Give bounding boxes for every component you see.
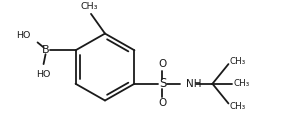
Text: CH₃: CH₃ xyxy=(80,2,98,11)
Text: HO: HO xyxy=(16,31,31,40)
Text: S: S xyxy=(159,77,166,90)
Text: CH₃: CH₃ xyxy=(229,57,246,66)
Text: O: O xyxy=(158,59,167,69)
Text: CH₃: CH₃ xyxy=(233,79,250,88)
Text: NH: NH xyxy=(187,79,202,89)
Text: HO: HO xyxy=(36,70,51,79)
Text: CH₃: CH₃ xyxy=(229,102,246,111)
Text: O: O xyxy=(158,98,167,109)
Text: B: B xyxy=(42,45,49,55)
